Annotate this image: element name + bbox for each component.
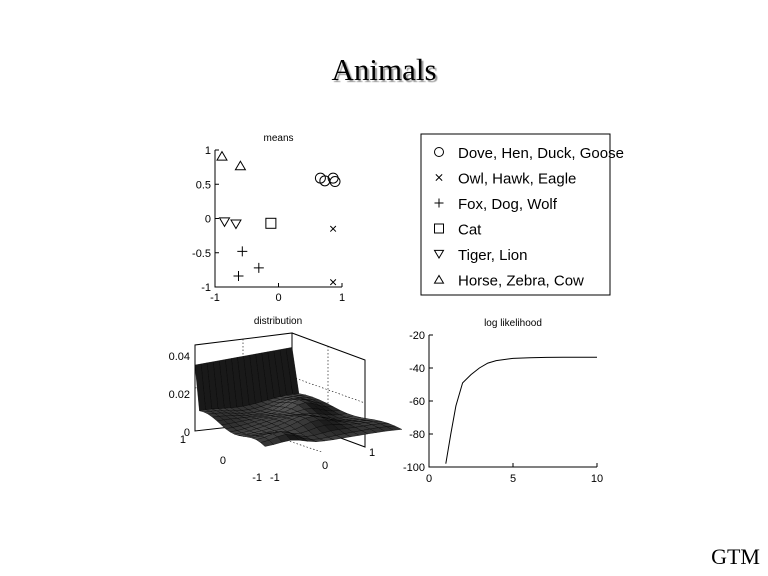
means-point [216, 150, 228, 161]
ll-y-tick-label: -40 [409, 363, 425, 375]
ll-y-tick-label: -80 [409, 429, 425, 441]
means-y-tick-label: 0.5 [196, 179, 211, 191]
ll-y-tick-label: -100 [403, 462, 425, 474]
means-title: means [263, 133, 293, 144]
distribution-title: distribution [254, 316, 302, 327]
means-point [234, 160, 247, 171]
surface-z-tick-label: 0.04 [169, 351, 190, 363]
legend-marker [433, 274, 445, 284]
means-point [253, 262, 264, 273]
means-point [237, 246, 248, 257]
legend-marker [434, 147, 444, 157]
footer-label: GTM [711, 544, 760, 569]
means-y-tick-label: -1 [201, 282, 211, 294]
ll-x-tick-label: 10 [591, 473, 603, 485]
means-point [329, 225, 337, 232]
surface-x-tick-label: 0 [322, 460, 328, 472]
legend-label: Owl, Hawk, Eagle [458, 171, 576, 188]
legend-label: Tiger, Lion [458, 247, 528, 264]
surface-y-tick-label: 1 [180, 434, 186, 446]
means-x-tick-label: -1 [210, 292, 220, 304]
legend-marker [435, 173, 443, 182]
legend-label: Dove, Hen, Duck, Goose [458, 145, 624, 162]
legend-label: Cat [458, 222, 482, 239]
means-axes [214, 150, 342, 288]
legend-label: Fox, Dog, Wolf [458, 196, 558, 213]
legend-marker [434, 223, 444, 234]
legend-marker [434, 198, 444, 208]
surface-z-tick-label: 0.02 [169, 389, 190, 401]
ll-y-tick-label: -20 [409, 330, 425, 342]
means-point [230, 219, 242, 230]
means-point [265, 217, 277, 229]
means-y-tick-label: 1 [205, 145, 211, 157]
legend-marker [433, 249, 445, 260]
ll-y-tick-label: -60 [409, 396, 425, 408]
means-chart: means 1 0.5 0 -0.5 -1-1 0 1 [192, 133, 345, 304]
means-y-tick-label: -0.5 [192, 248, 211, 260]
ll-axes [428, 335, 597, 468]
ll-x-tick-label: 0 [426, 473, 432, 485]
means-point [218, 217, 231, 228]
legend-label: Horse, Zebra, Cow [458, 273, 584, 290]
ll-line [445, 356, 597, 464]
surface-y-tick-label: 0 [220, 455, 226, 467]
surface-facet [260, 440, 274, 447]
means-point [233, 271, 244, 282]
surface-y-tick-label: -1 [252, 472, 262, 484]
slide-title: Animals [331, 52, 437, 87]
surface-z-tick-label: 0 [184, 427, 190, 439]
ll-title: log likelihood [484, 318, 542, 329]
means-x-tick-label: 0 [275, 292, 281, 304]
surface-x-tick-label: 1 [369, 447, 375, 459]
means-point [329, 176, 341, 188]
legend-box [420, 133, 611, 296]
ll-x-tick-label: 5 [510, 473, 516, 485]
means-y-tick-label: 0 [205, 214, 211, 226]
means-x-tick-label: 1 [339, 292, 345, 304]
surface-x-tick-label: -1 [270, 472, 280, 484]
means-point [329, 279, 337, 286]
means-legend: Dove, Hen, Duck, Goose Owl, Hawk, Eagle Fo… [420, 133, 624, 296]
